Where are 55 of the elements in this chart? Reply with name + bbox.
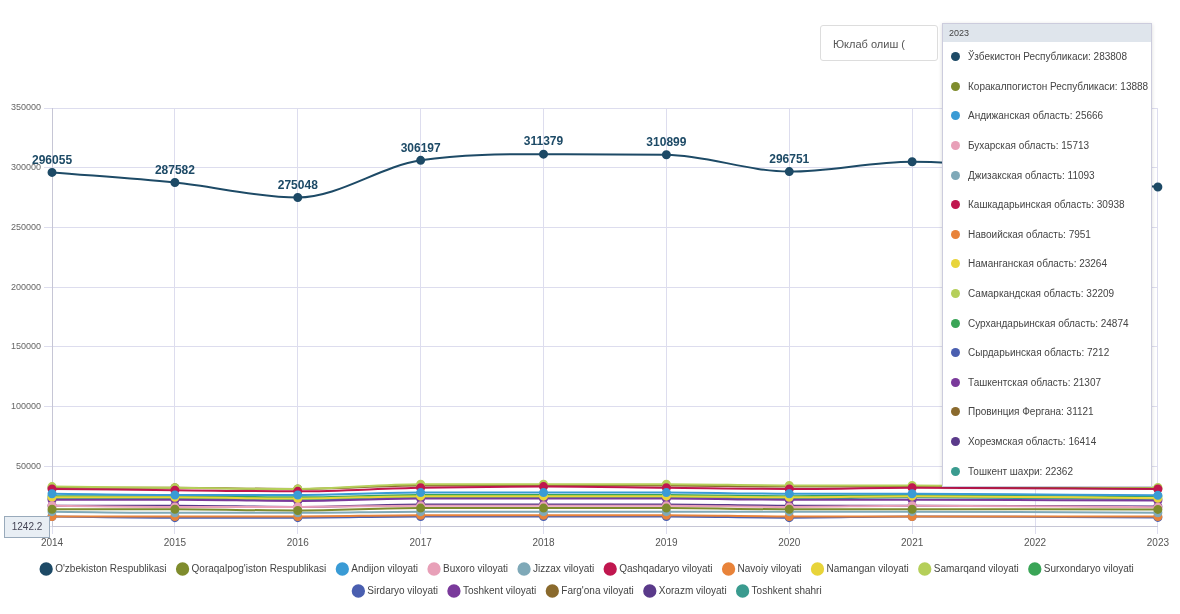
annotation: Сурхандарьинская область: 24874 (968, 317, 1129, 329)
x-tick-label: 2023 (1146, 536, 1170, 548)
legend-label: Toshkent viloyati (462, 584, 537, 596)
annotation: Джизакская область: 11093 (968, 169, 1095, 181)
text: Ўзбекистон Республикаси: 283808 (968, 51, 1127, 63)
legend-label: Toshkent shahri (751, 584, 822, 596)
annotation: Наманганская область: 23264 (968, 258, 1107, 270)
data-label: 296751 (769, 151, 810, 166)
legend-label: Andijon viloyati (351, 562, 419, 574)
legend-label: Qoraqalpog'iston Respublikasi (191, 562, 327, 574)
x-tick-label: 2017 (409, 536, 433, 548)
annotation: Хорезмская область: 16414 (968, 436, 1097, 448)
x-tick-label: 2014 (40, 536, 64, 548)
y-tick-label: 100000 (10, 401, 42, 412)
annotation: Тошкент шахри: 22362 (968, 465, 1073, 477)
data-label: 287582 (154, 162, 196, 177)
annotation: Бухарская область: 15713 (968, 140, 1090, 152)
annotation: Сырдарьинская область: 7212 (968, 347, 1110, 359)
data-label: 275048 (277, 177, 319, 192)
text: Коракалпогистон Республикаси: 13888 (968, 80, 1149, 92)
x-tick-label: 2019 (655, 536, 678, 548)
legend-label: Jizzax viloyati (533, 562, 595, 574)
y-tick-label: 50000 (16, 460, 42, 471)
annotation: Андижанская область: 25666 (968, 110, 1104, 122)
x-tick-label: 2020 (778, 536, 801, 548)
y-tick-label: 250000 (10, 221, 42, 232)
legend-label: Qashqadaryo viloyati (619, 562, 713, 574)
x-tick-label: 2021 (901, 536, 924, 548)
legend-label: Surxondaryo viloyati (1043, 562, 1134, 574)
annotation: Ташкентская область: 21307 (968, 376, 1102, 388)
legend-label: Samarqand viloyati (933, 562, 1019, 574)
x-tick-label: 2016 (286, 536, 310, 548)
legend-label: Navoiy viloyati (737, 562, 802, 574)
legend-label: Xorazm viloyati (658, 584, 727, 596)
legend-label: Namangan viloyati (826, 562, 909, 574)
annotation: Провинция Фергана: 31121 (968, 406, 1094, 418)
y-tick-label: 150000 (10, 341, 42, 352)
data-label: 311379 (523, 134, 564, 149)
category-label: 2023 (949, 28, 970, 38)
x-tick-label: 2015 (163, 536, 187, 548)
legend-label: Farg'ona viloyati (561, 584, 634, 596)
download-button: Юклаб олиш ( (820, 25, 938, 61)
legend-label: Sirdaryo viloyati (367, 584, 438, 596)
annotation: Навоийская область: 7951 (968, 228, 1091, 240)
y-tick-label: 200000 (10, 281, 42, 292)
legend-label: Buxoro viloyati (443, 562, 509, 574)
data-label: 310899 (646, 135, 687, 150)
x-tick-label: 2018 (532, 536, 556, 548)
data-label: 306197 (400, 140, 441, 155)
annotation: Самаркандская область: 32209 (968, 288, 1115, 300)
legend-label: O'zbekiston Respublikasi (55, 562, 167, 574)
pointer-label: 1242.2 (4, 516, 51, 538)
annotation: Кашкадарьинская область: 30938 (968, 199, 1125, 211)
x-tick-label: 2022 (1023, 536, 1047, 548)
y-tick-label: 350000 (10, 102, 42, 113)
